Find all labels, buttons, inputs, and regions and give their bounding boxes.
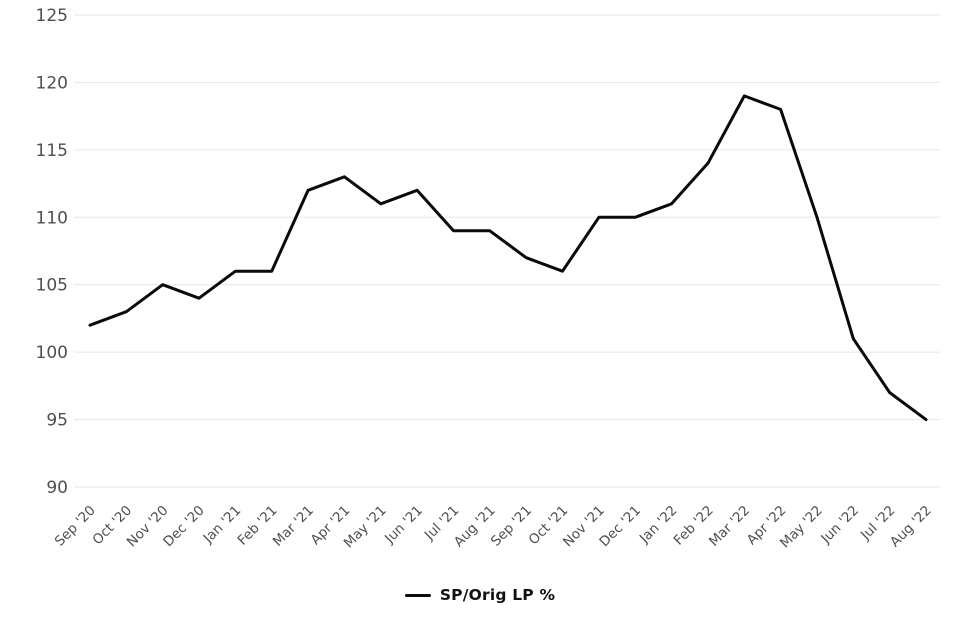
y-axis-tick-label: 110 (36, 208, 68, 228)
y-axis-tick-label: 125 (36, 6, 68, 26)
x-axis-tick-label: Sep '20 (52, 503, 99, 550)
legend-label: SP/Orig LP % (439, 586, 556, 604)
x-axis-tick-label: Mar '22 (706, 503, 753, 550)
y-axis-tick-label: 120 (36, 73, 68, 93)
series-line-sp-orig-lp[interactable] (88, 94, 928, 422)
x-axis-tick-label: Mar '21 (270, 503, 317, 550)
legend-item-sp-orig-lp[interactable]: SP/Orig LP % (404, 586, 556, 604)
y-axis-tick-label: 90 (46, 478, 68, 498)
y-axis-tick-label: 95 (46, 411, 68, 431)
x-axis-tick-label: Dec '21 (596, 503, 644, 551)
legend: SP/Orig LP % (0, 586, 960, 604)
y-axis-tick-label: 100 (36, 343, 68, 363)
x-axis-tick-label: Jun '21 (381, 503, 426, 548)
x-axis-tick-label: Jun '22 (817, 503, 862, 548)
x-axis-tick-label: Dec '20 (160, 503, 208, 551)
x-axis-tick-label: Sep '21 (488, 503, 535, 550)
y-axis-tick-label: 115 (36, 141, 68, 161)
y-axis-tick-label: 105 (36, 276, 68, 296)
legend-line-icon (404, 593, 431, 597)
